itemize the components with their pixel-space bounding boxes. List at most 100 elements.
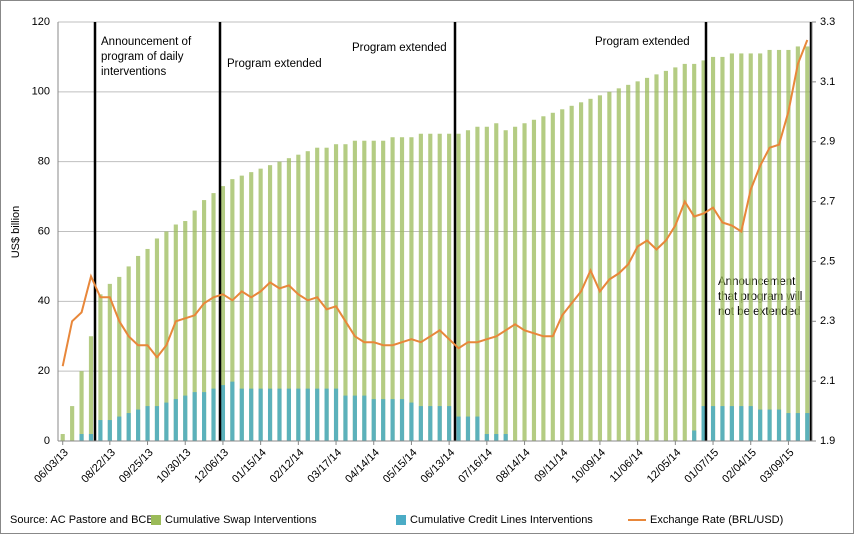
bar bbox=[371, 140, 376, 441]
bar bbox=[795, 413, 800, 441]
bar bbox=[428, 133, 433, 441]
bar bbox=[286, 388, 291, 441]
bar bbox=[494, 434, 499, 441]
bar bbox=[503, 130, 508, 441]
bar bbox=[748, 53, 753, 442]
bar bbox=[230, 381, 235, 441]
bar bbox=[776, 409, 782, 441]
bar bbox=[239, 388, 244, 441]
y2-tick-label: 2.5 bbox=[820, 255, 835, 267]
bar bbox=[720, 406, 725, 441]
y-tick-label: 0 bbox=[44, 435, 50, 447]
bar bbox=[409, 402, 414, 441]
bar bbox=[720, 56, 725, 442]
bar bbox=[267, 388, 273, 441]
bar bbox=[333, 388, 339, 441]
y-tick-label: 80 bbox=[38, 156, 50, 168]
bar bbox=[107, 283, 112, 441]
bar bbox=[164, 402, 169, 441]
bar bbox=[475, 416, 480, 441]
bar bbox=[399, 399, 405, 441]
bar bbox=[465, 130, 471, 441]
bar bbox=[343, 395, 348, 441]
bar bbox=[362, 395, 367, 441]
bar bbox=[616, 88, 621, 441]
bar bbox=[296, 388, 301, 441]
bar bbox=[767, 49, 772, 441]
bar bbox=[154, 406, 160, 441]
bar bbox=[786, 413, 791, 441]
annotation: Program extended bbox=[352, 42, 447, 54]
annotation: Announcement bbox=[718, 276, 796, 288]
bar bbox=[315, 147, 320, 441]
bar bbox=[202, 200, 207, 441]
y-tick-label: 20 bbox=[38, 365, 50, 377]
bar bbox=[390, 399, 395, 441]
bar bbox=[494, 123, 499, 441]
y2-tick-label: 1.9 bbox=[820, 435, 835, 447]
bar bbox=[418, 133, 423, 441]
bar bbox=[202, 392, 207, 441]
bar bbox=[418, 406, 423, 441]
bar bbox=[371, 399, 376, 441]
bar bbox=[701, 60, 706, 442]
source: Source: AC Pastore and BCB bbox=[10, 514, 154, 526]
bar bbox=[465, 416, 471, 441]
bar bbox=[183, 395, 188, 441]
bar bbox=[381, 399, 386, 441]
bar bbox=[729, 53, 734, 442]
legend-swatch bbox=[396, 515, 406, 525]
bar bbox=[352, 395, 357, 441]
bar bbox=[447, 133, 452, 441]
bar bbox=[324, 147, 329, 441]
bar bbox=[79, 434, 84, 441]
bar bbox=[333, 144, 339, 442]
bar bbox=[220, 186, 226, 441]
bar bbox=[126, 266, 131, 441]
bar bbox=[550, 112, 555, 442]
bar bbox=[541, 116, 546, 442]
bar bbox=[776, 49, 782, 441]
bar bbox=[513, 126, 518, 441]
line bbox=[61, 39, 809, 367]
bar bbox=[635, 81, 640, 441]
bar bbox=[739, 406, 744, 441]
bar bbox=[739, 53, 744, 442]
bar bbox=[60, 434, 65, 441]
bar bbox=[758, 409, 763, 441]
bar bbox=[315, 388, 320, 441]
bar bbox=[173, 224, 178, 441]
bar bbox=[107, 420, 112, 441]
annotation: Announcement of bbox=[101, 36, 192, 48]
bar bbox=[654, 74, 659, 441]
bar bbox=[136, 255, 141, 441]
bar bbox=[409, 137, 414, 441]
bar bbox=[126, 413, 131, 441]
annotation: Program extended bbox=[595, 36, 690, 48]
bar bbox=[805, 413, 810, 441]
bar bbox=[399, 137, 405, 441]
bar bbox=[456, 416, 461, 441]
bar bbox=[211, 193, 216, 441]
bar bbox=[381, 140, 386, 441]
legend-label: Exchange Rate (BRL/USD) bbox=[650, 514, 783, 526]
bar bbox=[98, 420, 103, 441]
bar bbox=[447, 406, 452, 441]
annotation: interventions bbox=[101, 66, 166, 78]
bar bbox=[136, 409, 141, 441]
y-tick-label: 40 bbox=[38, 295, 50, 307]
bar bbox=[710, 56, 716, 442]
annotation: program of daily bbox=[101, 51, 184, 63]
bar bbox=[729, 406, 734, 441]
legend-swatch bbox=[151, 515, 161, 525]
bar bbox=[183, 221, 188, 441]
legend-label: Cumulative Swap Interventions bbox=[165, 514, 317, 526]
bar bbox=[692, 430, 697, 441]
y2-tick-label: 2.7 bbox=[820, 195, 835, 207]
bar bbox=[786, 49, 791, 441]
bar bbox=[305, 151, 310, 442]
annotations: Announcement of program of daily intervent… bbox=[101, 36, 802, 318]
bar bbox=[343, 144, 348, 442]
bar bbox=[88, 434, 94, 441]
bar bbox=[286, 158, 291, 442]
